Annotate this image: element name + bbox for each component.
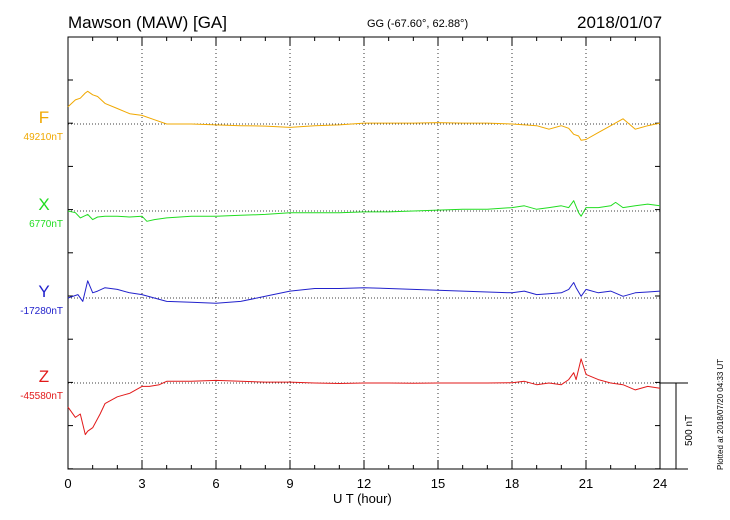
series-baseline-x: 6770nT: [29, 219, 63, 230]
station-title: Mawson (MAW) [GA]: [68, 13, 227, 32]
x-axis-label: U T (hour): [333, 491, 392, 506]
x-tick-label: 18: [505, 476, 519, 491]
series-baseline-z: -45580nT: [20, 391, 63, 402]
series-line-z: [67, 358, 661, 436]
series-name-z: Z: [39, 367, 49, 386]
x-tick-label: 24: [653, 476, 667, 491]
series-name-f: F: [39, 108, 49, 127]
axis-ticks: [67, 37, 661, 470]
station-coordinates: GG (-67.60°, 62.88°): [367, 18, 469, 30]
series-line-x: [67, 200, 661, 222]
series-baseline-y: -17280nT: [20, 306, 63, 317]
x-tick-label: 3: [138, 476, 145, 491]
series-lines: [67, 90, 661, 436]
x-tick-labels: 0 3 6 9 12 15 18 21 24: [64, 476, 667, 491]
scale-bar: 500 nT: [660, 382, 695, 470]
plot-date: 2018/01/07: [577, 13, 663, 32]
series-line-y: [67, 280, 661, 304]
x-tick-label: 6: [212, 476, 219, 491]
series-line-f: [67, 90, 661, 141]
x-tick-label: 15: [431, 476, 445, 491]
series-name-x: X: [38, 195, 49, 214]
x-tick-label: 21: [579, 476, 593, 491]
scale-bar-label: 500 nT: [684, 415, 695, 446]
x-tick-label: 0: [64, 476, 71, 491]
series-labels: F 49210nT X 6770nT Y -17280nT Z -45580nT: [20, 108, 63, 402]
x-tick-label: 9: [286, 476, 293, 491]
plotted-timestamp: Plotted at 2018/07/20 04:33 UT: [716, 358, 725, 470]
series-name-y: Y: [38, 282, 49, 301]
series-baseline-f: 49210nT: [24, 132, 63, 143]
vertical-grid: [141, 37, 587, 469]
x-tick-label: 12: [357, 476, 371, 491]
